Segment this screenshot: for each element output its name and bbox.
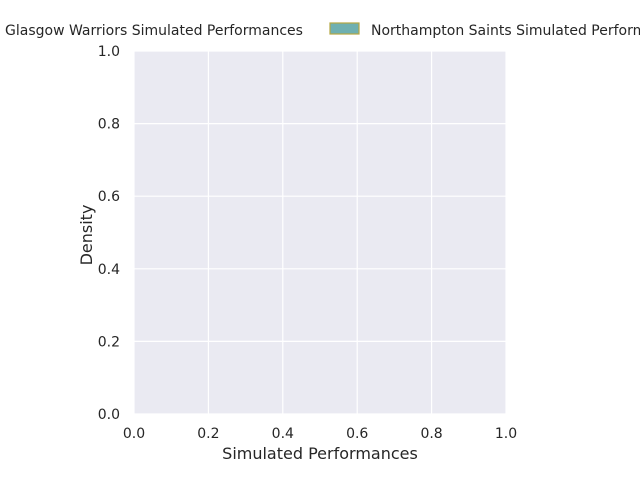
legend-label-glasgow: Glasgow Warriors Simulated Performances — [5, 23, 303, 39]
y-tick-label: 0.6 — [98, 189, 120, 205]
legend-swatch-northampton — [329, 22, 360, 35]
x-tick-label: 1.0 — [495, 426, 517, 442]
legend: Glasgow Warriors Simulated Performances N… — [5, 22, 640, 39]
x-tick-labels: 0.0 0.2 0.4 0.6 0.8 1.0 — [123, 426, 517, 442]
y-tick-label: 0.2 — [98, 334, 120, 350]
x-axis-label: Simulated Performances — [222, 444, 418, 463]
x-tick-label: 0.4 — [272, 426, 294, 442]
y-tick-label: 0.4 — [98, 262, 120, 278]
y-tick-labels: 0.0 0.2 0.4 0.6 0.8 1.0 — [98, 44, 120, 423]
y-tick-label: 0.0 — [98, 407, 120, 423]
y-tick-label: 1.0 — [98, 44, 120, 60]
grid-lines — [133, 50, 507, 415]
x-tick-label: 0.2 — [197, 426, 219, 442]
y-axis-label: Density — [77, 205, 96, 266]
x-tick-label: 0.8 — [420, 426, 442, 442]
plot-area — [134, 51, 506, 414]
y-tick-label: 0.8 — [98, 117, 120, 133]
x-tick-label: 0.6 — [346, 426, 368, 442]
x-tick-label: 0.0 — [123, 426, 145, 442]
legend-label-northampton: Northampton Saints Simulated Performance… — [371, 23, 640, 39]
